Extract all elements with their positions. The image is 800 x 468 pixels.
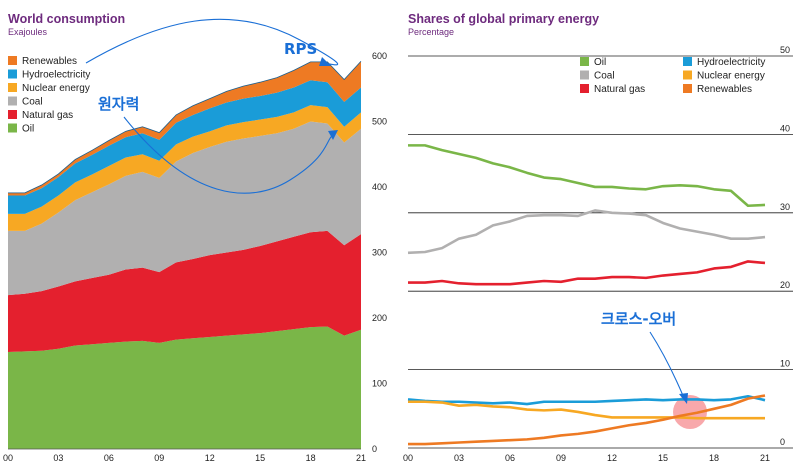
left-legend-label: Hydroelectricity (22, 70, 90, 81)
left-y-tick-label: 500 (372, 117, 387, 127)
right-legend-label: Oil (594, 57, 606, 68)
right-axes: 0 10 20 30 40 50 00 03 06 09 12 15 18 21 (403, 45, 790, 463)
left-y-tick-label: 400 (372, 182, 387, 192)
area-hydroelectricity (8, 80, 361, 214)
right-y-tick-label: 10 (780, 359, 790, 369)
right-legend-swatch (580, 70, 589, 80)
area-nuclear-energy (8, 105, 361, 231)
left-legend-label: Oil (22, 124, 34, 135)
left-x-tick-label: 09 (154, 453, 164, 463)
right-y-tick-label: 40 (780, 123, 790, 133)
left-legend: Renewables Hydroelectricity Nuclear energy… (8, 56, 90, 135)
right-annotations: 크로스-오버 (601, 310, 688, 404)
right-y-tick-label: 50 (780, 45, 790, 55)
left-legend-label: Nuclear energy (22, 83, 90, 94)
line-oil (408, 144, 766, 208)
right-x-tick-label: 06 (505, 453, 515, 463)
right-legend: Oil Coal Natural gas Hydroelectricity Nuclea… (580, 57, 765, 95)
left-legend-swatch (8, 69, 17, 79)
right-legend-label: Coal (594, 71, 615, 82)
right-x-tick-label: 03 (454, 453, 464, 463)
nuclear-arrow-curve (123, 116, 335, 194)
right-chart-subtitle: Percentage (408, 27, 454, 37)
left-y-tick-label: 100 (372, 379, 387, 389)
line-hydroelectricity (407, 394, 766, 406)
right-y-tick-label: 20 (780, 280, 790, 290)
right-legend-swatch (580, 84, 589, 93)
right-legend-swatch (580, 57, 589, 66)
left-annotations: RPS 원자력 (85, 18, 339, 194)
left-legend-swatch (8, 56, 17, 65)
right-x-tick-label: 15 (658, 453, 668, 463)
left-legend-swatch (8, 83, 17, 92)
left-x-tick-label: 18 (306, 453, 316, 463)
right-y-tick-label: 30 (780, 202, 790, 212)
left-legend-swatch (8, 110, 17, 119)
left-legend-label: Coal (22, 97, 43, 108)
right-legend-label: Hydroelectricity (697, 57, 765, 68)
right-gridlines (408, 55, 793, 449)
left-y-tick-label: 0 (372, 444, 377, 454)
left-x-tick-label: 03 (53, 453, 63, 463)
left-legend-swatch (8, 96, 17, 106)
area-oil (8, 326, 361, 449)
left-x-tick-label: 00 (3, 453, 13, 463)
right-y-tick-label: 0 (780, 437, 785, 447)
line-renewables (408, 394, 766, 446)
area-top-outline (8, 60, 362, 194)
nuclear-label: 원자력 (98, 95, 139, 113)
crossover-label: 크로스-오버 (601, 310, 676, 328)
crossover-highlight (673, 395, 707, 429)
rps-label: RPS (284, 40, 317, 58)
area-coal (8, 121, 361, 296)
left-legend-label: Natural gas (22, 110, 73, 121)
right-x-tick-label: 00 (403, 453, 413, 463)
line-coal (407, 209, 766, 255)
left-legend-label: Renewables (22, 56, 77, 67)
left-axes: 0 100 200 300 400 500 600 00 03 06 09 12 15 18 21 (3, 51, 387, 463)
left-y-tick-label: 200 (372, 313, 387, 323)
right-chart-title: Shares of global primary energy (408, 12, 599, 26)
left-chart-title: World consumption (8, 12, 125, 26)
left-legend-swatch (8, 123, 17, 133)
left-chart-subtitle: Exajoules (8, 27, 48, 37)
right-legend-label: Renewables (697, 84, 752, 95)
left-y-tick-label: 600 (372, 51, 387, 61)
crossover-circle (673, 395, 707, 429)
right-legend-swatch (683, 84, 692, 93)
right-legend-swatch (683, 70, 692, 80)
crossover-arrowhead (679, 393, 688, 404)
nuclear-arrowhead (328, 130, 338, 140)
rps-arrow-curve (85, 18, 339, 66)
left-y-tick-label: 300 (372, 248, 387, 258)
right-x-tick-label: 12 (607, 453, 617, 463)
left-area-layers (8, 60, 362, 449)
right-x-tick-label: 18 (709, 453, 719, 463)
left-x-tick-label: 21 (356, 453, 366, 463)
left-x-tick-label: 12 (205, 453, 215, 463)
right-legend-swatch (683, 57, 692, 66)
right-line-series (407, 144, 766, 446)
line-nuclear-energy (408, 400, 765, 420)
crossover-arrow (649, 331, 685, 399)
right-x-tick-label: 21 (760, 453, 770, 463)
line-natural-gas (408, 260, 766, 286)
area-renewables (8, 61, 361, 196)
left-x-tick-label: 06 (104, 453, 114, 463)
right-x-tick-label: 09 (556, 453, 566, 463)
left-x-tick-label: 15 (255, 453, 265, 463)
rps-arrowhead (319, 57, 331, 66)
area-natural-gas (8, 230, 361, 353)
right-legend-label: Natural gas (594, 84, 645, 95)
right-legend-label: Nuclear energy (697, 71, 765, 82)
